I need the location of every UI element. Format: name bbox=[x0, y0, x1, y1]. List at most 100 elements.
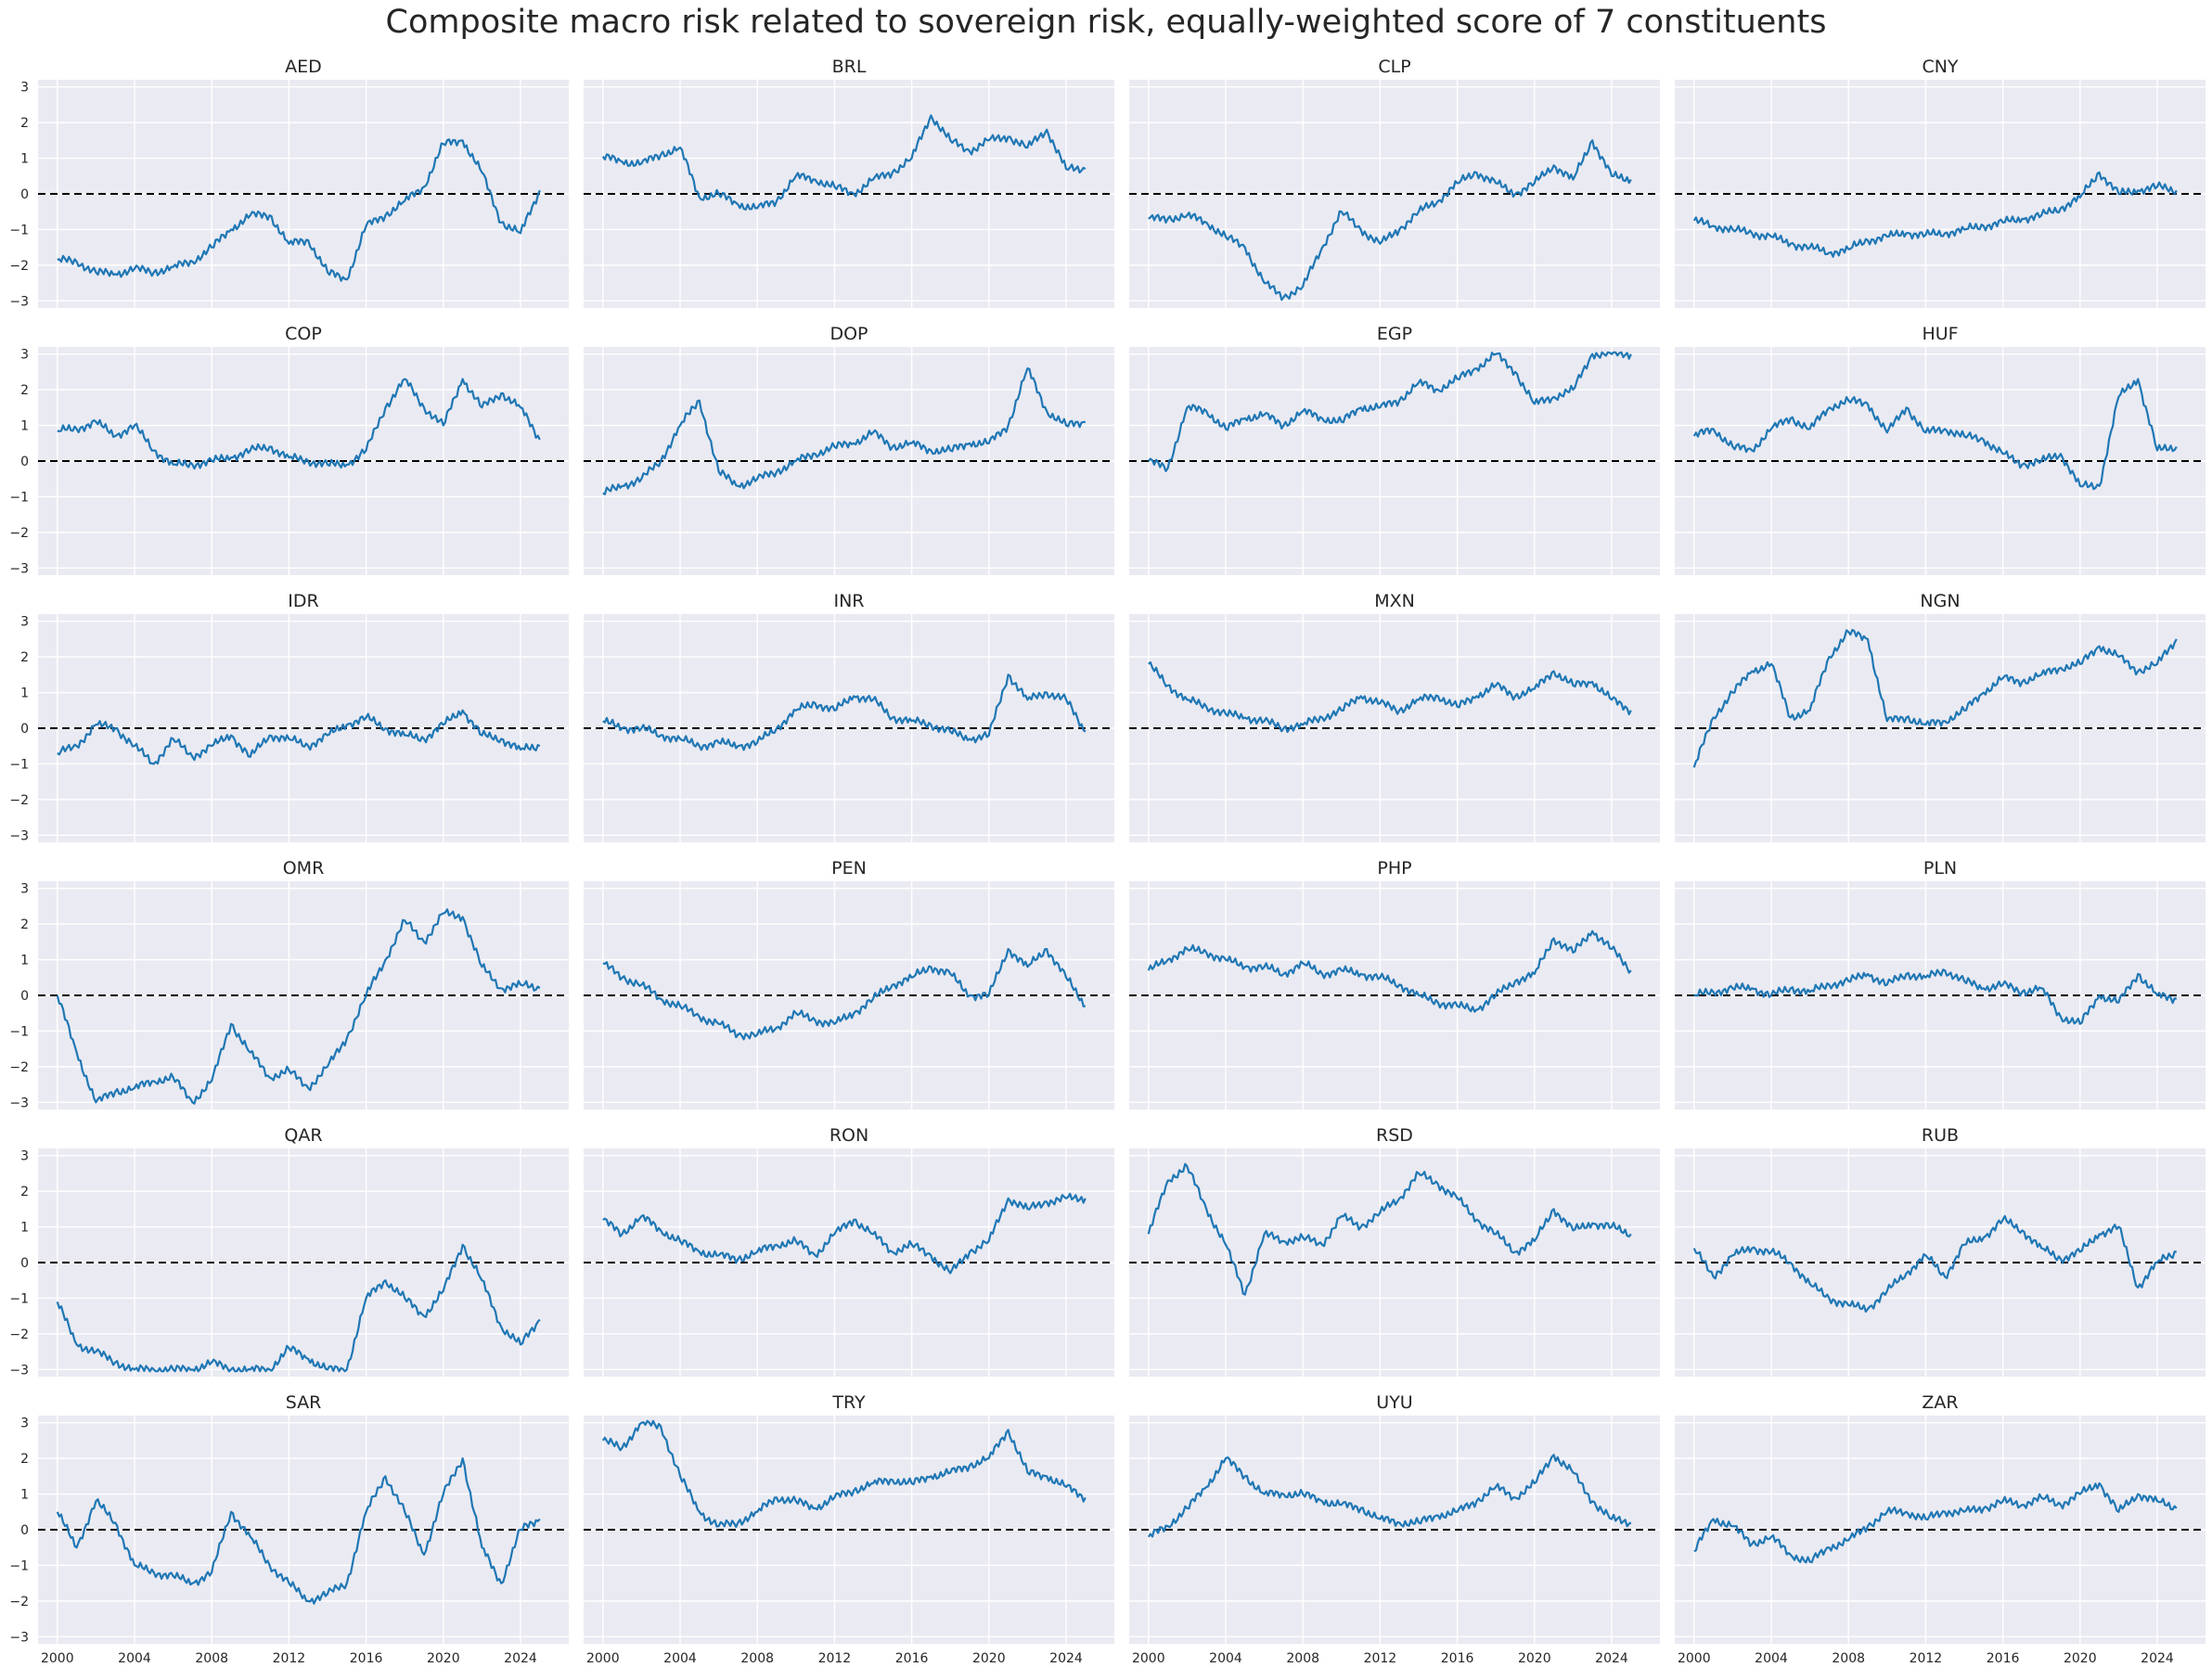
y-tick-label: −1 bbox=[9, 223, 29, 237]
y-tick-label: 3 bbox=[20, 81, 29, 96]
series-line-zar bbox=[1693, 1481, 2178, 1564]
x-tick-label: 2000 bbox=[1678, 1651, 1711, 1666]
y-tick-label: 0 bbox=[20, 1256, 29, 1271]
y-tick-label: 2 bbox=[20, 1185, 29, 1199]
x-tick-label: 2016 bbox=[1987, 1651, 2020, 1666]
x-tick-label: 2020 bbox=[972, 1651, 1006, 1666]
series-line-brl bbox=[601, 114, 1087, 211]
panel-title: PLN bbox=[1923, 858, 1957, 878]
panel-brl: BRL bbox=[584, 57, 1114, 308]
series-line-cop bbox=[57, 378, 541, 470]
y-tick-label: −3 bbox=[9, 294, 29, 309]
panel-title: BRL bbox=[832, 57, 867, 77]
series-line-aed bbox=[57, 138, 541, 282]
panel-pln: PLN bbox=[1675, 858, 2206, 1109]
panel-cny: CNY bbox=[1675, 57, 2206, 308]
y-tick-label: 1 bbox=[20, 954, 29, 968]
panel-php: PHP bbox=[1129, 858, 1660, 1109]
y-tick-label: 2 bbox=[20, 650, 29, 665]
y-tick-label: −1 bbox=[9, 1024, 29, 1039]
y-tick-label: 1 bbox=[20, 686, 29, 701]
y-tick-label: −2 bbox=[9, 259, 29, 274]
panel-rsd: RSD bbox=[1129, 1125, 1660, 1377]
series-line-mxn bbox=[1148, 660, 1632, 734]
panel-aed: AED −3 −2 −1 0 1 2 3 bbox=[9, 57, 569, 309]
panel-title: RSD bbox=[1376, 1125, 1413, 1146]
series-line-ngn bbox=[1692, 628, 2178, 768]
panel-title: RUB bbox=[1922, 1125, 1959, 1146]
panel-clp: CLP bbox=[1129, 57, 1660, 308]
y-tick-label: 0 bbox=[20, 187, 29, 202]
x-tick-label: 2024 bbox=[2141, 1651, 2174, 1666]
series-line-egp bbox=[1147, 351, 1632, 472]
y-tick-label: −1 bbox=[9, 1558, 29, 1573]
x-tick-label: 2004 bbox=[1755, 1651, 1788, 1666]
panel-pen: PEN bbox=[584, 858, 1114, 1109]
panel-title: SAR bbox=[286, 1392, 322, 1413]
y-tick-label: −3 bbox=[9, 1096, 29, 1110]
series-line-uyu bbox=[1147, 1454, 1632, 1538]
x-tick-label: 2012 bbox=[1364, 1651, 1397, 1666]
series-line-rsd bbox=[1147, 1162, 1632, 1296]
panel-title: HUF bbox=[1922, 324, 1958, 344]
panel-title: ZAR bbox=[1922, 1392, 1958, 1413]
x-tick-label: 2004 bbox=[118, 1651, 151, 1666]
panel-title: CNY bbox=[1922, 57, 1958, 77]
y-tick-label: 3 bbox=[20, 882, 29, 897]
x-tick-label: 2012 bbox=[273, 1651, 306, 1666]
y-tick-label: −2 bbox=[9, 1327, 29, 1342]
series-line-clp bbox=[1148, 139, 1632, 301]
panel-title: PEN bbox=[831, 858, 867, 878]
panel-zar: ZAR 2000 2004 2008 2012 2016 2020 2024 bbox=[1675, 1392, 2206, 1666]
y-tick-label: 0 bbox=[20, 989, 29, 1004]
series-line-dop bbox=[602, 367, 1087, 495]
x-tick-label: 2008 bbox=[740, 1651, 774, 1666]
panel-egp: EGP bbox=[1129, 324, 1660, 575]
x-tick-label: 2012 bbox=[1910, 1651, 1943, 1666]
panel-uyu: UYU 2000 2004 2008 2012 2016 2020 2024 bbox=[1129, 1392, 1660, 1666]
panel-title: AED bbox=[285, 57, 322, 77]
series-line-ron bbox=[602, 1192, 1087, 1275]
x-tick-label: 2024 bbox=[1049, 1651, 1083, 1666]
x-tick-label: 2008 bbox=[1832, 1651, 1865, 1666]
x-tick-label: 2000 bbox=[586, 1651, 620, 1666]
y-tick-label: −2 bbox=[9, 526, 29, 541]
series-line-huf bbox=[1692, 378, 2178, 491]
panel-qar: QAR −3 −2 −1 0 1 2 3 bbox=[9, 1125, 569, 1378]
y-tick-label: 3 bbox=[20, 1149, 29, 1164]
series-line-rub bbox=[1692, 1214, 2177, 1313]
x-tick-label: 2016 bbox=[895, 1651, 929, 1666]
x-tick-label: 2008 bbox=[1286, 1651, 1319, 1666]
panel-title: QAR bbox=[284, 1125, 322, 1146]
series-line-php bbox=[1147, 930, 1632, 1013]
y-tick-label: 0 bbox=[20, 722, 29, 737]
panel-title: INR bbox=[833, 591, 864, 611]
y-tick-label: 1 bbox=[20, 1221, 29, 1236]
panel-title: NGN bbox=[1920, 591, 1960, 611]
x-tick-label: 2024 bbox=[504, 1651, 537, 1666]
y-tick-label: 1 bbox=[20, 419, 29, 434]
panel-title: COP bbox=[285, 324, 322, 344]
panel-title: UYU bbox=[1376, 1392, 1412, 1413]
y-tick-label: 1 bbox=[20, 1488, 29, 1503]
x-tick-label: 2020 bbox=[1518, 1651, 1551, 1666]
panel-try: TRY 2000 2004 2008 2012 2016 2020 2024 bbox=[584, 1392, 1114, 1666]
panel-cop: COP −3 −2 −1 0 1 2 3 bbox=[9, 324, 569, 576]
series-line-omr bbox=[56, 908, 541, 1105]
x-tick-label: 2000 bbox=[1132, 1651, 1165, 1666]
series-line-pen bbox=[602, 947, 1086, 1041]
x-tick-label: 2008 bbox=[195, 1651, 228, 1666]
y-tick-label: 0 bbox=[20, 1523, 29, 1538]
x-tick-label: 2020 bbox=[2064, 1651, 2097, 1666]
panel-title: EGP bbox=[1377, 324, 1412, 344]
y-tick-label: −2 bbox=[9, 793, 29, 808]
x-tick-label: 2024 bbox=[1595, 1651, 1628, 1666]
y-tick-label: 2 bbox=[20, 917, 29, 932]
y-tick-label: 3 bbox=[20, 1417, 29, 1431]
y-tick-label: −1 bbox=[9, 1291, 29, 1306]
panel-mxn: MXN bbox=[1129, 591, 1660, 842]
y-tick-label: −3 bbox=[9, 1630, 29, 1645]
panel-title: MXN bbox=[1374, 591, 1415, 611]
series-line-idr bbox=[57, 709, 541, 765]
